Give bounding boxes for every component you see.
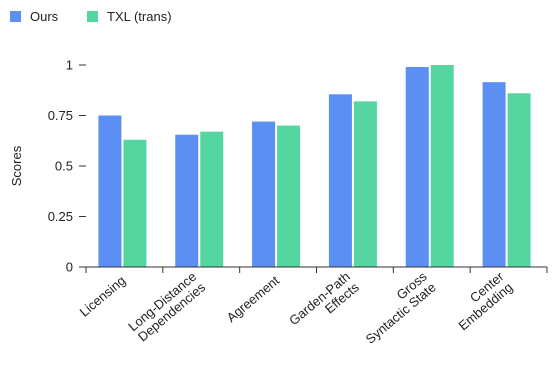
bar-ours-4: [405, 67, 429, 268]
x-tick-label: Licensing: [77, 273, 129, 320]
x-tick-label: Garden-PathEffects: [286, 268, 362, 338]
x-tick-label: GrossSyntactic State: [354, 268, 439, 346]
bar-txl-5: [507, 93, 531, 267]
y-tick-label: 0: [66, 260, 73, 275]
legend: Ours TXL (trans): [10, 9, 172, 24]
y-tick-label: 1: [66, 58, 73, 73]
legend-swatch-0: [10, 11, 21, 22]
bar-txl-3: [353, 101, 377, 267]
y-tick-label: 0.25: [48, 209, 73, 224]
bar-ours-5: [482, 82, 506, 267]
bars: [98, 65, 531, 268]
bar-ours-2: [252, 121, 276, 267]
legend-swatch-1: [87, 11, 98, 22]
bar-txl-0: [123, 139, 147, 267]
y-axis-ticks: 0 0.25 0.5 0.75 1: [48, 58, 86, 275]
y-tick-label: 0.75: [48, 108, 73, 123]
bar-txl-1: [200, 131, 224, 267]
legend-label-1: TXL (trans): [107, 9, 172, 24]
bar-ours-1: [175, 134, 199, 267]
bar-txl-4: [430, 65, 454, 267]
y-tick-label: 0.5: [55, 159, 73, 174]
legend-label-0: Ours: [30, 9, 59, 24]
y-axis-label: Scores: [9, 145, 24, 186]
bar-ours-3: [328, 94, 352, 267]
bar-ours-0: [98, 115, 122, 267]
x-tick-label: Long-DistanceDependencies: [125, 268, 208, 344]
x-tick-label: CenterEmbedding: [446, 268, 516, 333]
x-tick-label: Agreement: [224, 273, 283, 326]
bar-txl-2: [277, 125, 301, 267]
